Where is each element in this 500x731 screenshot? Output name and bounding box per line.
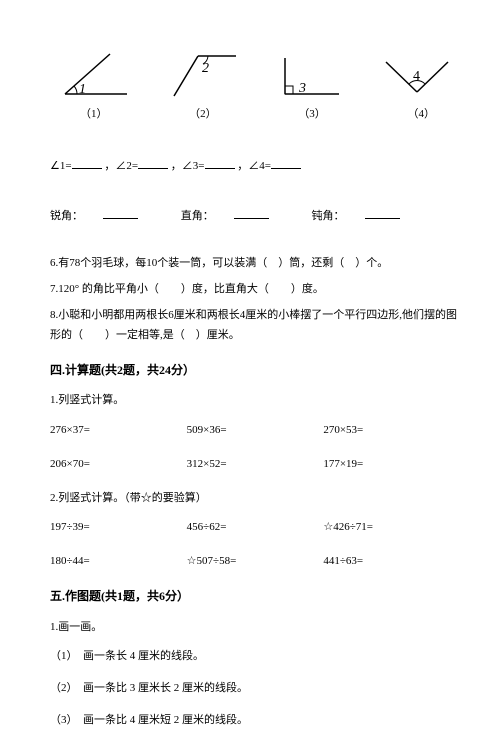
calc-row-3: 197÷39= 456÷62= ☆426÷71=	[50, 518, 460, 538]
s5-q1: 1.画一画。	[50, 618, 460, 638]
calc-1-1: 276×37=	[50, 421, 187, 441]
calc-3-3: ☆426÷71=	[323, 518, 460, 538]
s4-q2: 2.列竖式计算。（带☆的要验算）	[50, 489, 460, 509]
calc-4-1: 180÷44=	[50, 552, 187, 572]
blank-a3	[205, 155, 235, 169]
s4-q1: 1.列竖式计算。	[50, 391, 460, 411]
section-4-title: 四.计算题(共2题，共24分）	[50, 360, 460, 382]
angle-1-svg: 1	[55, 50, 130, 100]
calc-2-2: 312×52=	[187, 455, 324, 475]
calc-row-1: 276×37= 509×36= 270×53=	[50, 421, 460, 441]
calc-3-1: 197÷39=	[50, 518, 187, 538]
blank-acute	[103, 205, 138, 219]
question-6: 6.有78个羽毛球，每10个装一筒，可以装满（ ）筒，还剩（ ）个。	[50, 254, 460, 274]
calc-3-2: 456÷62=	[187, 518, 324, 538]
a2-label: ，∠2=	[104, 160, 138, 172]
section-5-title: 五.作图题(共1题，共6分）	[50, 586, 460, 608]
blank-a2	[138, 155, 168, 169]
figure-labels-row: （1） （2） （3） （4）	[50, 105, 460, 125]
fig-label-3: （3）	[298, 105, 326, 125]
calc-row-4: 180÷44= ☆507÷58= 441÷63=	[50, 552, 460, 572]
svg-text:3: 3	[298, 81, 306, 96]
calc-1-2: 509×36=	[187, 421, 324, 441]
blank-obtuse	[365, 205, 400, 219]
svg-text:2: 2	[202, 61, 209, 76]
question-7: 7.120° 的角比平角小（ ）度，比直角大（ ）度。	[50, 280, 460, 300]
question-8: 8.小聪和小明都用两根长6厘米和两根长4厘米的小棒摆了一个平行四边形,他们摆的图…	[50, 306, 460, 346]
angle-figures-row: 1 2 3 4	[50, 50, 460, 100]
draw-item-1: （1） 画一条长 4 厘米的线段。	[50, 647, 460, 667]
obtuse-label: 钝角：	[312, 210, 345, 222]
fig-label-4: （4）	[407, 105, 435, 125]
a1-label: ∠1=	[50, 160, 72, 172]
draw-item-2: （2） 画一条比 3 厘米长 2 厘米的线段。	[50, 679, 460, 699]
calc-1-3: 270×53=	[323, 421, 460, 441]
calc-row-2: 206×70= 312×52= 177×19=	[50, 455, 460, 475]
figure-3: 3	[277, 50, 342, 100]
calc-2-1: 206×70=	[50, 455, 187, 475]
angle-4-svg: 4	[380, 50, 455, 100]
calc-2-3: 177×19=	[323, 455, 460, 475]
blank-a4	[271, 155, 301, 169]
figure-4: 4	[380, 50, 455, 100]
angle-3-svg: 3	[277, 50, 342, 100]
right-label: 直角：	[181, 210, 214, 222]
angle-2-svg: 2	[168, 50, 238, 100]
fig-label-2: （2）	[189, 105, 217, 125]
svg-text:1: 1	[79, 82, 86, 97]
calc-4-2: ☆507÷58=	[187, 552, 324, 572]
angle-types-line: 锐角： 直角： 钝角：	[50, 205, 460, 227]
svg-text:4: 4	[413, 69, 420, 84]
fig-label-1: （1）	[80, 105, 108, 125]
draw-item-3: （3） 画一条比 4 厘米短 2 厘米的线段。	[50, 711, 460, 731]
angle-fill-line: ∠1= ，∠2= ，∠3= ，∠4=	[50, 155, 460, 177]
acute-label: 锐角：	[50, 210, 83, 222]
blank-a1	[72, 155, 102, 169]
figure-1: 1	[55, 50, 130, 100]
calc-4-3: 441÷63=	[323, 552, 460, 572]
blank-right	[234, 205, 269, 219]
a3-label: ，∠3=	[171, 160, 205, 172]
a4-label: ，∠4=	[237, 160, 271, 172]
figure-2: 2	[168, 50, 238, 100]
